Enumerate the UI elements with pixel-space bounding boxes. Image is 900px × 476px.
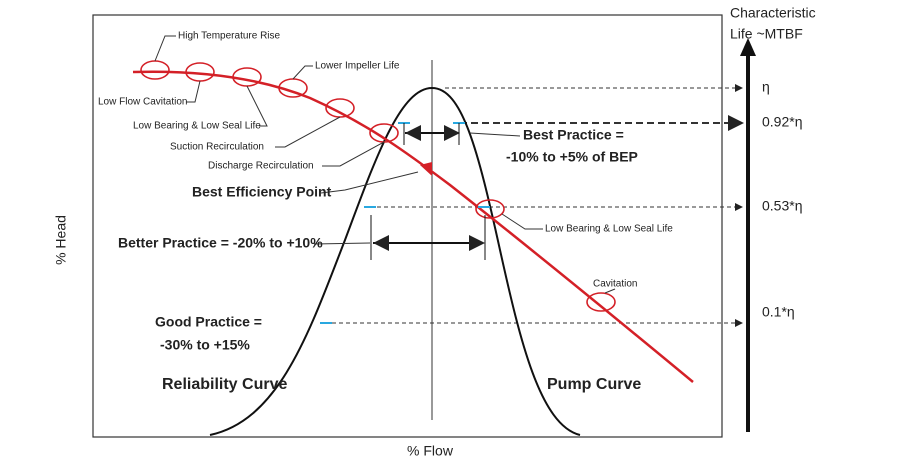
annotation: Low Bearing & Low Seal Life (133, 121, 261, 132)
curve-label: Reliability Curve (162, 376, 287, 393)
level-label: 0.1*η (762, 304, 795, 320)
level-label: η (762, 79, 770, 95)
bep-marker (420, 162, 432, 176)
level-label: 0.53*η (762, 198, 802, 214)
annotation: Low Flow Cavitation (98, 97, 187, 108)
annotation: -30% to +15% (160, 337, 250, 353)
annotation: Lower Impeller Life (315, 61, 400, 72)
x-label: % Flow (407, 443, 454, 459)
annotation: Best Practice = (523, 127, 624, 143)
annotation: Discharge Recirculation (208, 161, 314, 172)
curve-label: Pump Curve (547, 376, 641, 393)
right-title: Life ~MTBF (730, 26, 803, 42)
reliability-curve (209, 86, 581, 436)
annotation: -10% to +5% of BEP (506, 149, 638, 165)
annotation: Best Efficiency Point (192, 184, 332, 200)
annotation: Better Practice = -20% to +10% (118, 235, 323, 251)
annotation: High Temperature Rise (178, 31, 281, 42)
axis-arrow (740, 38, 756, 56)
pump-curve (132, 70, 694, 383)
annotation: Low Bearing & Low Seal Life (545, 224, 673, 235)
level-label: 0.92*η (762, 114, 802, 130)
right-title: Characteristic (730, 5, 816, 21)
annotation: Good Practice = (155, 314, 262, 330)
plot-frame (92, 14, 723, 438)
annotation: Suction Recirculation (170, 142, 264, 153)
annotation: Cavitation (593, 279, 637, 290)
y-label: % Head (53, 215, 69, 265)
leaders (154, 35, 616, 294)
